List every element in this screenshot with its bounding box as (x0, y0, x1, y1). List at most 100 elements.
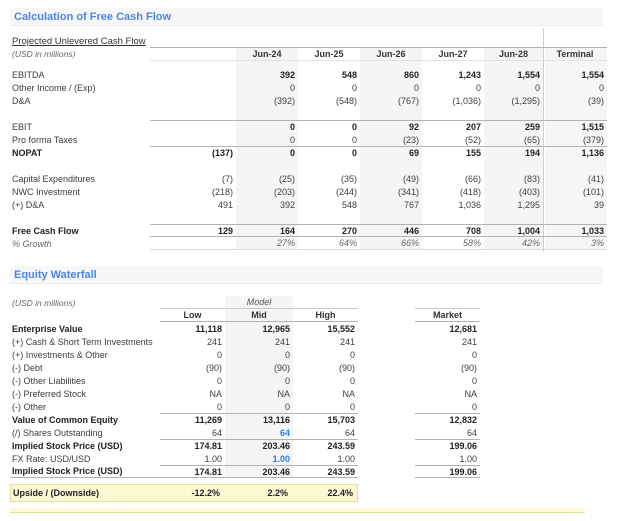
fcf-row: Other Income / (Exp) 0 0 0 0 0 0 (10, 81, 607, 94)
value-cell: (90) (205, 362, 222, 373)
value-cell: 66% (400, 238, 419, 248)
value-cell: 12,681 (449, 323, 477, 334)
value-cell: 0 (216, 375, 222, 386)
row-label: NOPAT (12, 147, 43, 158)
value-cell: (41) (587, 173, 604, 184)
fcf-header-row: (USD in millions) Jun-24 Jun-25 Jun-26 J… (10, 47, 607, 61)
upside-low: -12.2% (191, 488, 220, 498)
value-cell: 69 (408, 148, 419, 158)
row-label: FX Rate: USD/USD (12, 453, 91, 464)
equity-row: FX Rate: USD/USD 1.00 1.00 1.00 1.00 (10, 452, 607, 465)
value-cell: 92 (408, 122, 419, 132)
equity-section-title: Equity Waterfall (14, 268, 97, 281)
column-band-mid (225, 296, 293, 478)
value-cell: (83) (523, 173, 540, 184)
value-cell: (341) (397, 186, 419, 197)
value-cell: 392 (279, 199, 295, 210)
value-cell: (90) (460, 362, 477, 373)
value-cell: (39) (587, 95, 604, 106)
column-band-jun24 (236, 47, 298, 250)
value-cell: (203) (273, 186, 295, 197)
value-cell: 155 (465, 148, 481, 158)
equity-waterfall-table: (USD in millions) Model Low Mid High Mar… (10, 296, 607, 478)
value-cell: 767 (403, 199, 419, 210)
row-label: (-) Preferred Stock (12, 388, 87, 399)
value-cell: 392 (279, 69, 295, 80)
value-cell: (101) (582, 186, 604, 197)
value-cell: 0 (475, 82, 481, 93)
model-group-header: Model (160, 296, 358, 309)
value-cell: 64 (211, 427, 222, 438)
fcf-row: D&A (392) (548) (767) (1,036) (1,295) (39) (10, 94, 607, 107)
value-cell: 15,703 (327, 415, 355, 425)
equity-row: (-) Debt (90) (90) (90) (90) (10, 361, 607, 374)
upside-downside-row: Upside / (Downside) -12.2% 2.2% 22.4% (10, 484, 358, 502)
equity-row: Implied Stock Price (USD) 174.81 203.46 243… (10, 439, 607, 452)
editable-cell[interactable]: 64 (279, 427, 290, 438)
row-label: D&A (12, 95, 31, 106)
value-cell: 1,136 (581, 148, 604, 158)
row-label: NWC Investment (12, 186, 81, 197)
editable-cell[interactable]: 1.00 (272, 453, 290, 464)
value-cell: 1,554 (581, 69, 604, 80)
value-cell: 12,832 (415, 413, 480, 426)
value-cell: (90) (273, 362, 290, 373)
value-cell: 1,515 (581, 122, 604, 132)
equity-row: (-) Other Liabilities 0 0 0 0 (10, 374, 607, 387)
section-header-equity: Equity Waterfall (10, 266, 603, 284)
equity-row: (/) Shares Outstanding 64 64 64 64 (10, 426, 607, 439)
value-cell: 1.00 (204, 453, 222, 464)
value-cell: 548 (341, 199, 357, 210)
equity-header-row: Low Mid High Market (10, 309, 607, 322)
value-cell: NA (209, 388, 222, 399)
value-cell: (548) (335, 95, 357, 106)
value-cell: 0 (216, 401, 222, 412)
value-cell: 0 (351, 134, 357, 145)
value-cell: 164 (279, 225, 295, 236)
row-label: (-) Debt (12, 362, 43, 373)
row-label: (+) Investments & Other (12, 349, 108, 360)
value-cell: 0 (216, 349, 222, 360)
upside-high: 22.4% (327, 488, 353, 498)
row-label: Other Income / (Exp) (12, 82, 96, 93)
row-label: Capital Expenditures (12, 173, 96, 184)
fcf-subtitle: Projected Unlevered Cash Flow (12, 36, 146, 47)
value-cell: (403) (518, 186, 540, 197)
value-cell: (392) (273, 95, 295, 106)
column-band-jun26 (360, 47, 422, 250)
col-header-low: Low (183, 310, 202, 320)
fcf-row: (+) D&A 491 392 548 767 1,036 1,295 39 (10, 198, 607, 211)
value-cell: 11,118 (195, 323, 222, 334)
value-cell: NA (464, 388, 477, 399)
value-cell: 1,033 (581, 225, 604, 236)
value-cell: 0 (289, 122, 295, 132)
value-cell: NA (342, 388, 355, 399)
value-cell: (7) (222, 173, 233, 184)
value-cell: 0 (284, 401, 290, 412)
column-band-jun28 (484, 47, 543, 250)
equity-row: (+) Investments & Other 0 0 0 0 (10, 348, 607, 361)
value-cell: 1,554 (517, 69, 540, 80)
value-cell: 270 (341, 225, 357, 236)
value-cell: 203.46 (262, 466, 290, 477)
col-header: Jun-24 (252, 49, 282, 59)
value-cell: 129 (217, 225, 233, 236)
value-cell: 0 (284, 349, 290, 360)
value-cell: 0 (351, 122, 357, 132)
value-cell: 0 (598, 82, 604, 93)
upside-label: Upside / (Downside) (13, 488, 100, 498)
value-cell: 1,036 (458, 199, 481, 210)
equity-row: (+) Cash & Short Term Investments 241 241 2… (10, 335, 607, 348)
row-label: Pro forma Taxes (12, 134, 78, 145)
col-header-market: Market (415, 309, 480, 322)
row-label: EBIT (12, 121, 33, 132)
value-cell: (244) (335, 186, 357, 197)
row-label: Implied Stock Price (USD) (10, 465, 160, 478)
value-cell: 241 (274, 336, 290, 347)
section-header-fcf: Calculation of Free Cash Flow (10, 8, 603, 26)
value-cell: (1,295) (511, 95, 540, 106)
row-label: Value of Common Equity (12, 414, 119, 425)
equity-row: Enterprise Value 11,118 12,965 15,552 12,681 (10, 322, 607, 335)
fcf-row: EBITDA 392 548 860 1,243 1,554 1,554 (10, 68, 607, 81)
value-cell: 13,116 (262, 415, 290, 425)
